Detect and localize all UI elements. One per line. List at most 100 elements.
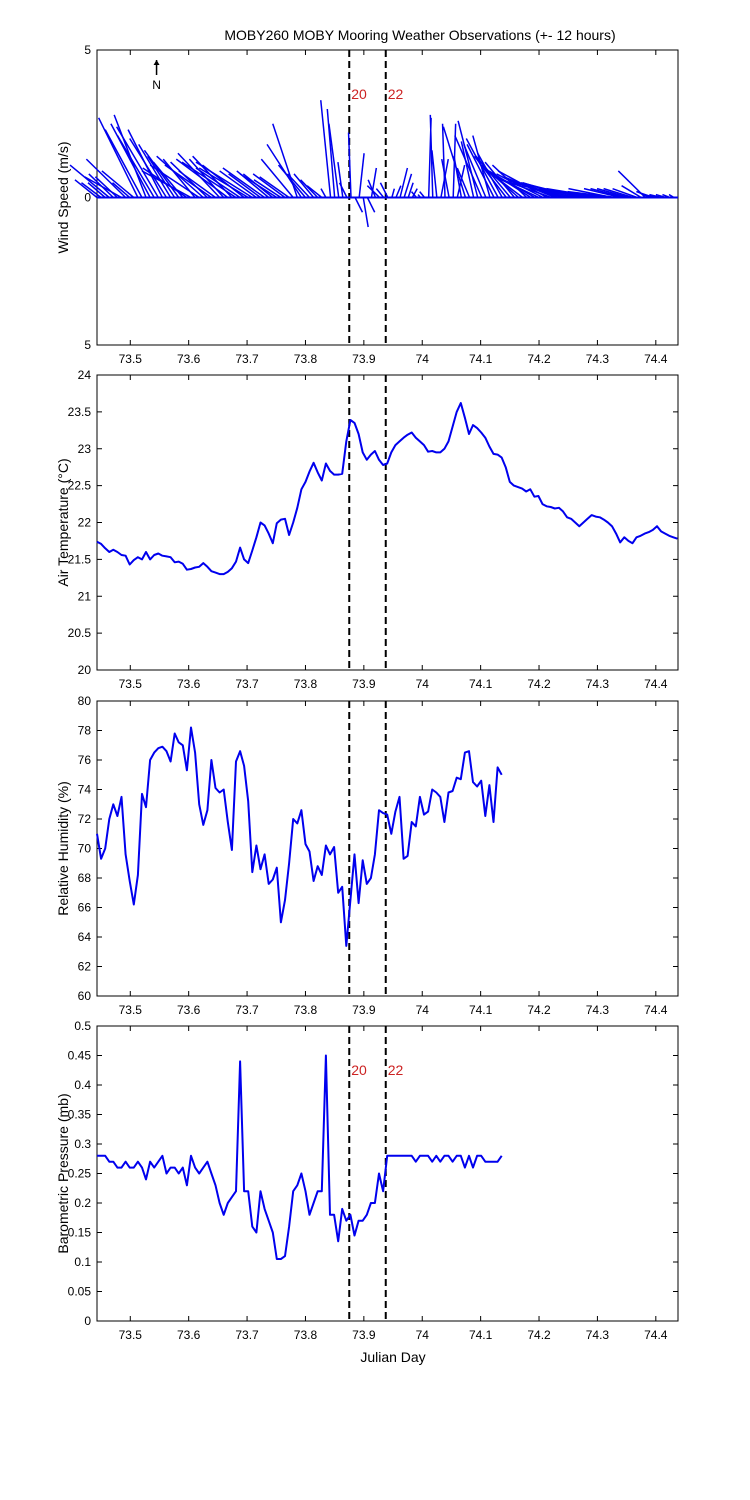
wind-vector (556, 190, 609, 199)
y-tick-label: 62 (78, 960, 92, 974)
wind-vector (429, 114, 434, 198)
wind-vector (320, 188, 327, 198)
wind-vector (87, 182, 106, 199)
y-tick-label: 0.45 (68, 1049, 92, 1063)
wind-vector (149, 164, 200, 199)
y-tick-label: 0.2 (74, 1196, 91, 1210)
x-tick-label: 73.9 (352, 1003, 376, 1017)
wind-vector (164, 164, 212, 199)
y-tick-label: 23.5 (68, 405, 92, 419)
wind-vector (441, 159, 450, 198)
x-tick-label: 73.6 (177, 352, 201, 366)
wind-vector (662, 193, 671, 199)
wind-vector (466, 144, 495, 198)
y-tick-label: 22 (78, 516, 92, 530)
pressure-y-axis-label: Barometric Pressure (mb) (55, 1093, 71, 1253)
y-tick-label: 0 (84, 1314, 91, 1328)
y-tick-label: 22.5 (68, 479, 92, 493)
x-tick-label: 73.7 (235, 1328, 259, 1342)
y-tick-label: 78 (78, 724, 92, 738)
y-tick-label: 0.05 (68, 1285, 92, 1299)
wind-vector (417, 194, 422, 198)
y-tick-label: 64 (78, 930, 92, 944)
wind-vector (399, 167, 409, 198)
wind-vector (411, 188, 418, 198)
pressure-panel: 0 0.05 0.1 0.15 0.2 0.25 0.3 0.35 0.4 0.45 0.5 73.5… (55, 1019, 679, 1342)
wind-vector (253, 179, 282, 199)
wind-vector (81, 182, 102, 199)
wind-vector (370, 167, 378, 198)
wind-vector (141, 170, 192, 199)
temp-plot-frame (96, 374, 679, 671)
marker-label: 20 (351, 86, 367, 102)
x-tick-label: 73.7 (235, 352, 259, 366)
wind-vector (668, 193, 675, 199)
wind-vector (178, 170, 216, 199)
wind-vector (116, 135, 155, 198)
y-tick-label: 5 (84, 338, 91, 352)
wind-vector (115, 126, 159, 198)
wind-vector (85, 158, 127, 199)
wind-vector (260, 158, 294, 198)
x-tick-label: 73.9 (352, 677, 376, 691)
x-tick-label: 73.9 (352, 352, 376, 366)
x-tick-label: 74.3 (586, 677, 610, 691)
wind-vector (460, 141, 475, 198)
x-tick-label: 74 (416, 677, 430, 691)
x-tick-label: 73.8 (294, 1003, 318, 1017)
x-tick-label: 74.4 (644, 352, 668, 366)
y-tick-label: 76 (78, 753, 92, 767)
wind-vector (195, 161, 253, 199)
wind-vector (219, 170, 257, 199)
y-tick-label: 0.5 (74, 1019, 91, 1033)
wind-vector (195, 167, 241, 199)
wind-vector (403, 173, 413, 198)
x-tick-label: 74.2 (527, 352, 551, 366)
x-tick-label: 74.2 (527, 677, 551, 691)
wind-vector (326, 108, 336, 198)
wind-vector (521, 184, 576, 199)
humidity-panel: 60 62 64 66 68 70 72 74 76 78 80 73.5 73.6 73.7 73.8 73… (55, 694, 679, 1017)
wind-vector (259, 176, 290, 199)
wind-vector (375, 188, 385, 198)
x-tick-label: 73.8 (294, 1328, 318, 1342)
wind-vector (84, 176, 122, 199)
y-tick-label: 0 (84, 191, 91, 205)
wind-vector (129, 138, 168, 198)
y-tick-label: 0.25 (68, 1167, 92, 1181)
y-tick-label: 0.1 (74, 1255, 91, 1269)
wind-vector (94, 176, 118, 199)
x-tick-label: 74.1 (469, 677, 493, 691)
x-tick-label: 74.1 (469, 1003, 493, 1017)
wind-vector (293, 173, 315, 198)
wind-panel: 5 0 5 73.5 73.6 73.7 73.8 73.9 74 74.1 74.2 74.3 74.… (55, 43, 679, 366)
y-tick-label: 60 (78, 989, 92, 1003)
wind-vector (457, 120, 479, 198)
y-tick-label: 0.4 (74, 1078, 91, 1092)
wind-vector (391, 188, 396, 198)
wind-vector (112, 182, 131, 199)
y-tick-label: 74 (78, 783, 92, 797)
humidity-plot-frame (96, 700, 679, 997)
x-tick-label: 74.3 (586, 1328, 610, 1342)
y-tick-label: 72 (78, 812, 92, 826)
wind-vector (354, 197, 364, 213)
x-tick-label: 74.3 (586, 352, 610, 366)
marker-label: 20 (351, 1062, 367, 1078)
wind-vector (175, 158, 229, 199)
wind-vector (567, 190, 617, 199)
wind-vector (328, 123, 340, 198)
wind-vector (252, 173, 286, 199)
x-tick-label: 74.1 (469, 1328, 493, 1342)
wind-vector (143, 149, 180, 198)
x-tick-label: 73.9 (352, 1328, 376, 1342)
wind-vector (463, 144, 487, 198)
wind-vector (419, 191, 426, 198)
wind-vector (655, 193, 666, 199)
wind-vector (228, 173, 261, 199)
y-tick-label: 66 (78, 901, 92, 915)
wind-vector (338, 182, 348, 198)
wind-vector (367, 179, 377, 198)
x-tick-label: 74.4 (644, 1003, 668, 1017)
